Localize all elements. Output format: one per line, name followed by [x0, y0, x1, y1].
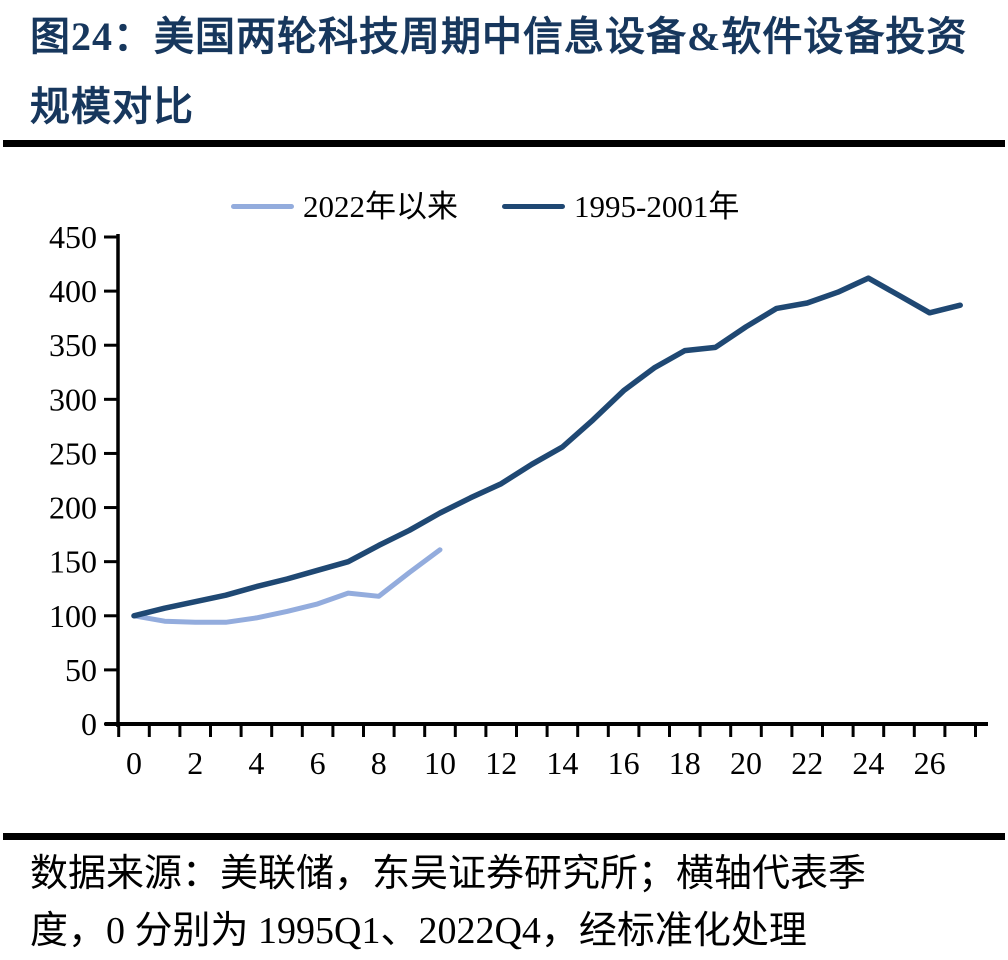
x-tick-label: 10: [424, 745, 456, 781]
legend-label: 2022年以来: [303, 189, 458, 224]
x-tick-label: 20: [730, 745, 762, 781]
y-tick-label: 100: [49, 598, 97, 634]
x-tick-label: 12: [485, 745, 517, 781]
legend-line-swatch: [502, 204, 565, 209]
x-tick-label: 8: [371, 745, 387, 781]
chart-legend: 2022年以来 1995-2001年: [231, 191, 739, 222]
legend-item-1995-2001: 1995-2001年: [502, 191, 739, 222]
x-tick-label: 2: [187, 745, 203, 781]
x-tick-label: 26: [914, 745, 946, 781]
legend-item-2022: 2022年以来: [231, 191, 458, 222]
y-tick-label: 50: [65, 652, 97, 688]
y-tick-label: 400: [49, 273, 97, 309]
x-tick-label: 4: [248, 745, 264, 781]
x-tick-label: 22: [791, 745, 823, 781]
series-line-1995-2001: [131, 275, 963, 619]
y-tick-label: 150: [49, 544, 97, 580]
x-tick-label: 6: [310, 745, 326, 781]
figure-title: 图24：美国两轮科技周期中信息设备&软件设备投资规模对比: [30, 14, 968, 129]
x-tick-label: 24: [852, 745, 884, 781]
legend-line-swatch: [231, 204, 294, 209]
footer-divider-rule: [3, 833, 1005, 840]
y-tick-label: 350: [49, 327, 97, 363]
line-chart: 0 50 100 150 200 250 300 350 400 450 0 2 4 6 8 10 12 14 16…: [0, 160, 1008, 810]
y-tick-label: 300: [49, 381, 97, 417]
legend-label: 1995-2001年: [574, 189, 740, 224]
x-tick-label: 18: [669, 745, 701, 781]
x-tick-label: 16: [608, 745, 640, 781]
y-tick-label: 0: [81, 706, 97, 742]
series-line-2022: [131, 547, 443, 625]
x-tick-label: 14: [546, 745, 578, 781]
title-divider-rule: [3, 140, 1005, 147]
y-tick-label: 450: [49, 219, 97, 255]
y-tick-label: 200: [49, 490, 97, 526]
x-tick-label: 0: [126, 745, 142, 781]
data-source-note: 数据来源：美联储，东吴证券研究所；横轴代表季度，0 分别为 1995Q1、202…: [30, 853, 867, 952]
y-tick-label: 250: [49, 435, 97, 471]
